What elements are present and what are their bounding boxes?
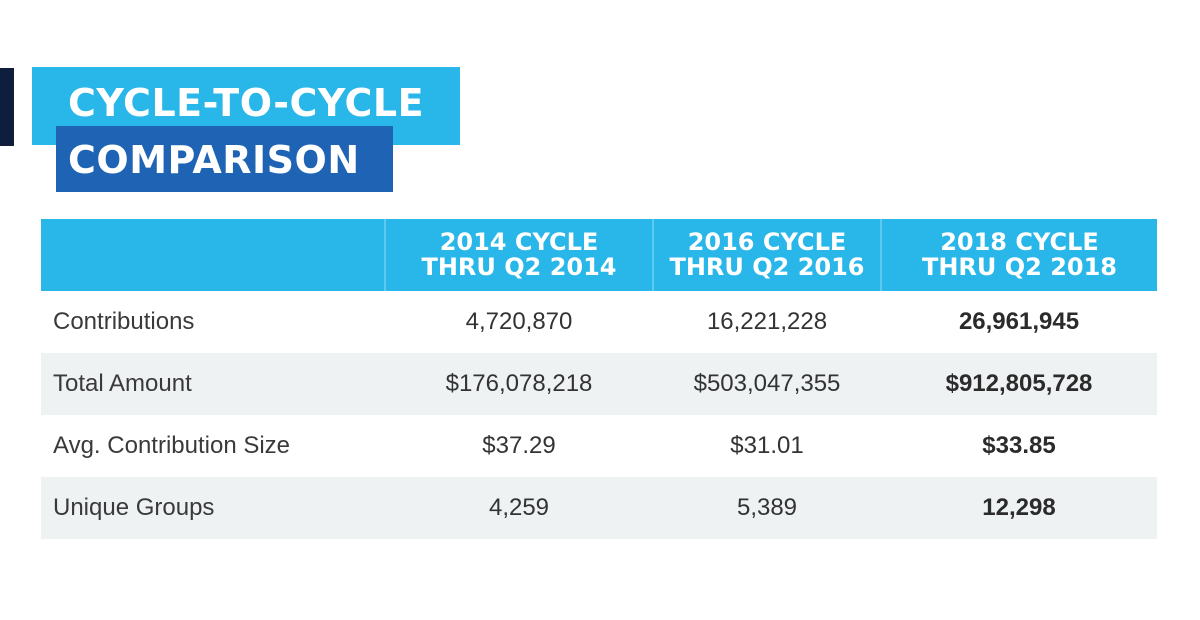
row-label: Contributions [53,308,195,335]
table-cell: 4,259 [385,477,653,539]
table-row: Unique Groups 4,259 5,389 12,298 [41,477,1157,539]
table-row: Avg. Contribution Size $37.29 $31.01 $33.85 [41,415,1157,477]
table-row: Total Amount $176,078,218 $503,047,355 $912… [41,353,1157,415]
header-cell-2018: 2018 CYCLE THRU Q2 2018 [880,219,1157,291]
table-row: Contributions 4,720,870 16,221,228 26,961,9… [41,291,1157,353]
accent-bar [0,68,14,146]
table-cell: $31.01 [730,432,804,459]
header-row: 2014 CYCLE THRU Q2 2014 2016 CYCLE THRU Q2… [41,219,1157,291]
header-label-line: THRU Q2 2018 [921,253,1118,281]
row-label: Unique Groups [41,477,385,539]
title-line-1: CYCLE-TO-CYCLE [68,81,425,125]
table-cell: $33.85 [982,432,1056,459]
table-cell: 4,720,870 [465,308,573,335]
table-header: 2014 CYCLE THRU Q2 2014 2016 CYCLE THRU Q2… [41,219,1157,291]
comparison-table: 2014 CYCLE THRU Q2 2014 2016 CYCLE THRU Q2… [41,219,1157,539]
header-label-line: 2014 CYCLE [439,228,599,256]
table-body: Contributions 4,720,870 16,221,228 26,961,9… [41,291,1157,539]
header-label-line: THRU Q2 2014 [421,253,617,281]
table-cell: $503,047,355 [653,353,881,415]
table-cell: 26,961,945 [958,308,1080,335]
title-line-2: COMPARISON [68,138,360,182]
title-banner-bottom: COMPARISON [56,126,393,192]
row-label: Total Amount [41,353,385,415]
table-cell: $176,078,218 [385,353,653,415]
table-cell: 12,298 [881,477,1157,539]
header-label-line: 2016 CYCLE [687,228,847,256]
table-cell: 16,221,228 [706,308,828,335]
header-cell-2014: 2014 CYCLE THRU Q2 2014 [384,219,653,291]
table-cell: 5,389 [653,477,881,539]
header-cell-empty [41,219,385,291]
table-cell: $37.29 [482,432,556,459]
table-cell: $912,805,728 [881,353,1157,415]
header-label-line: 2018 CYCLE [940,228,1099,256]
row-label: Avg. Contribution Size [53,432,291,459]
header-cell-2016: 2016 CYCLE THRU Q2 2016 [652,219,881,291]
header-label-line: THRU Q2 2016 [669,253,865,281]
